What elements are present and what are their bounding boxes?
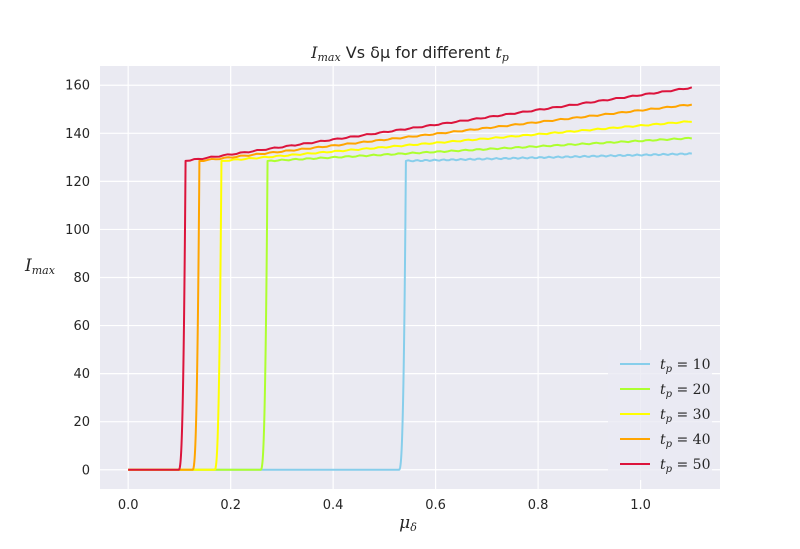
legend-item-tp-10: tp = 10 (620, 357, 711, 375)
y-tick-label: 160 (65, 79, 90, 94)
legend-label: tp = 20 (660, 382, 711, 400)
y-tick-label: 140 (65, 127, 90, 142)
chart-title: Imax Vs δμ for different tp (310, 43, 509, 64)
legend: tp = 10 tp = 20 tp = 30 tp = 40 tp = 50 (608, 350, 712, 480)
legend-label: tp = 10 (660, 357, 711, 375)
legend-label: tp = 50 (660, 457, 711, 475)
x-axis-label: μδ (399, 513, 417, 534)
x-tick-label: 1.0 (630, 498, 651, 513)
y-tick-label: 60 (73, 319, 90, 334)
x-tick-label: 0.4 (323, 498, 344, 513)
x-tick-label: 0.8 (528, 498, 549, 513)
y-axis-label: Imax (24, 256, 56, 277)
y-tick-label: 40 (73, 367, 90, 382)
series-line-t-p-50 (128, 86, 693, 471)
legend-box (608, 350, 712, 480)
legend-item-tp-50: tp = 50 (620, 457, 711, 475)
y-tick-label: 20 (73, 415, 90, 430)
series-line-t-p-20 (128, 136, 693, 471)
x-tick-label: 0.6 (425, 498, 446, 513)
y-tick-label: 80 (73, 271, 90, 286)
legend-label: tp = 40 (660, 432, 711, 450)
series-line-t-p-10 (128, 152, 692, 471)
x-tick-labels: 0.0 0.2 0.4 0.6 0.8 1.0 (118, 498, 651, 513)
series-layer (128, 86, 693, 471)
y-tick-label: 0 (82, 463, 90, 478)
x-tick-label: 0.2 (220, 498, 241, 513)
legend-item-tp-30: tp = 30 (620, 407, 711, 425)
legend-item-tp-40: tp = 40 (620, 432, 711, 450)
y-tick-label: 120 (65, 175, 90, 190)
y-tick-labels: 0 20 40 60 80 100 120 140 160 (65, 79, 90, 479)
legend-label: tp = 30 (660, 407, 711, 425)
legend-item-tp-20: tp = 20 (620, 382, 711, 400)
x-tick-label: 0.0 (118, 498, 139, 513)
y-tick-label: 100 (65, 223, 90, 238)
series-line-t-p-30 (128, 120, 692, 471)
series-line-t-p-40 (128, 103, 693, 471)
